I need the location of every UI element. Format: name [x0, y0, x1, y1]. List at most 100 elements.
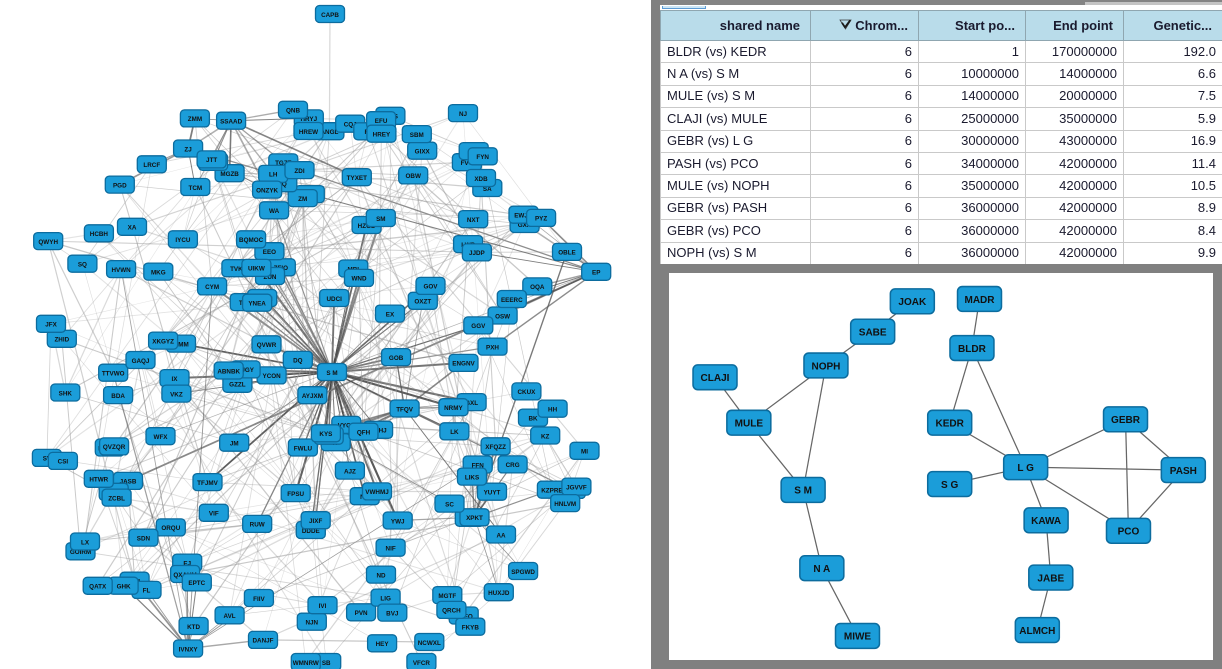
svg-text:JABE: JABE: [1037, 573, 1064, 584]
svg-text:MGTF: MGTF: [438, 593, 456, 600]
svg-text:GOB: GOB: [389, 355, 404, 362]
svg-text:WND: WND: [351, 276, 366, 283]
svg-text:XFQZZ: XFQZZ: [485, 444, 506, 451]
svg-text:ENGNV: ENGNV: [452, 361, 475, 368]
svg-text:CYM: CYM: [205, 284, 219, 291]
svg-text:HVWN: HVWN: [111, 267, 131, 274]
svg-text:UDCI: UDCI: [326, 296, 342, 303]
svg-text:TTVWO: TTVWO: [102, 371, 125, 378]
svg-text:NIF: NIF: [386, 546, 396, 553]
svg-text:VIF: VIF: [209, 511, 219, 518]
svg-text:QWYH: QWYH: [38, 239, 58, 246]
svg-text:HNLVM: HNLVM: [554, 501, 576, 508]
svg-text:NCWXL: NCWXL: [418, 640, 441, 647]
svg-text:WFX: WFX: [154, 434, 169, 441]
svg-text:ZCBL: ZCBL: [108, 495, 125, 502]
svg-text:CLAJI: CLAJI: [701, 373, 730, 384]
svg-text:KEDR: KEDR: [936, 419, 965, 430]
svg-text:AJZ: AJZ: [344, 468, 356, 475]
svg-text:BDA: BDA: [111, 393, 125, 400]
svg-text:S M: S M: [794, 486, 812, 497]
svg-text:HCBH: HCBH: [90, 231, 109, 238]
svg-text:HREY: HREY: [373, 132, 391, 139]
svg-text:ND: ND: [376, 572, 386, 579]
svg-text:NOPH: NOPH: [811, 361, 840, 372]
svg-text:EP: EP: [592, 270, 600, 277]
svg-text:GIXX: GIXX: [415, 149, 431, 156]
svg-text:QATX: QATX: [89, 584, 107, 591]
svg-text:FYN: FYN: [476, 154, 489, 161]
svg-text:BVJ: BVJ: [386, 610, 399, 617]
svg-text:CSI: CSI: [58, 459, 69, 466]
svg-text:GHK: GHK: [117, 584, 131, 591]
svg-text:NXT: NXT: [467, 217, 480, 224]
svg-text:BLDR: BLDR: [958, 344, 987, 355]
svg-text:SDN: SDN: [137, 535, 151, 542]
svg-text:TCM: TCM: [188, 185, 202, 192]
svg-text:KYS: KYS: [319, 431, 332, 438]
svg-text:HEY: HEY: [376, 641, 390, 648]
svg-text:MULE: MULE: [735, 419, 764, 430]
svg-text:KAWA: KAWA: [1031, 516, 1061, 527]
svg-text:IVI: IVI: [319, 603, 327, 610]
svg-text:QVZQR: QVZQR: [103, 444, 126, 451]
svg-text:IX: IX: [172, 376, 179, 383]
svg-text:QNB: QNB: [286, 108, 300, 115]
svg-text:MGZB: MGZB: [220, 171, 239, 178]
svg-text:OSW: OSW: [495, 313, 510, 320]
svg-text:FKYB: FKYB: [462, 625, 480, 632]
svg-text:VKZ: VKZ: [170, 391, 183, 398]
svg-text:EEERC: EEERC: [501, 297, 523, 304]
svg-text:XKGYZ: XKGYZ: [152, 338, 174, 345]
svg-text:SBM: SBM: [410, 132, 424, 139]
svg-text:TYXET: TYXET: [347, 175, 367, 182]
svg-text:PXH: PXH: [486, 344, 499, 351]
svg-text:KTD: KTD: [187, 624, 200, 631]
svg-text:FWLU: FWLU: [294, 445, 313, 452]
svg-text:VFCR: VFCR: [413, 660, 431, 667]
svg-text:MADR: MADR: [964, 295, 995, 306]
svg-text:NJ: NJ: [459, 111, 468, 118]
svg-text:GGV: GGV: [471, 323, 486, 330]
svg-text:JM: JM: [230, 441, 239, 448]
svg-text:CKUX: CKUX: [517, 389, 536, 396]
svg-text:ZJ: ZJ: [184, 146, 192, 153]
svg-text:EEO: EEO: [263, 249, 276, 256]
svg-text:QFH: QFH: [357, 430, 371, 437]
svg-text:L G: L G: [1017, 463, 1034, 474]
svg-text:ZDI: ZDI: [294, 168, 304, 175]
svg-text:MI: MI: [581, 449, 588, 456]
svg-text:SB: SB: [322, 660, 331, 667]
svg-text:IVNXY: IVNXY: [179, 646, 199, 653]
svg-text:ABNBK: ABNBK: [217, 368, 240, 375]
svg-text:CAPB: CAPB: [321, 12, 339, 19]
svg-text:LRCF: LRCF: [143, 162, 160, 169]
svg-text:JIXF: JIXF: [309, 518, 322, 525]
svg-text:XPKT: XPKT: [466, 515, 483, 522]
svg-text:LK: LK: [450, 429, 459, 436]
svg-text:DANJF: DANJF: [253, 638, 274, 645]
svg-text:SHK: SHK: [59, 390, 73, 397]
svg-text:LIG: LIG: [380, 595, 391, 602]
svg-text:ZHID: ZHID: [54, 337, 69, 344]
svg-text:HUXJD: HUXJD: [488, 590, 510, 597]
svg-text:OBW: OBW: [406, 173, 421, 180]
svg-text:HTWR: HTWR: [89, 477, 108, 484]
svg-text:LIKS: LIKS: [465, 474, 479, 481]
svg-text:UIKW: UIKW: [248, 266, 265, 273]
svg-text:ZM: ZM: [298, 196, 307, 203]
svg-text:EPTC: EPTC: [188, 580, 205, 587]
svg-text:HREW: HREW: [299, 129, 318, 136]
svg-text:DQ: DQ: [293, 358, 303, 365]
svg-text:YCON: YCON: [262, 373, 281, 380]
svg-text:PGD: PGD: [113, 182, 127, 189]
svg-text:GEBR: GEBR: [1111, 415, 1141, 426]
svg-text:JGVVF: JGVVF: [566, 484, 587, 491]
svg-text:N A: N A: [813, 564, 830, 575]
svg-text:MIWE: MIWE: [844, 632, 872, 643]
svg-text:GOV: GOV: [424, 284, 439, 291]
svg-text:AYJXM: AYJXM: [302, 393, 323, 400]
svg-text:BQMOC: BQMOC: [239, 237, 264, 244]
svg-text:IYCU: IYCU: [175, 237, 190, 244]
svg-text:PCO: PCO: [1118, 527, 1140, 538]
